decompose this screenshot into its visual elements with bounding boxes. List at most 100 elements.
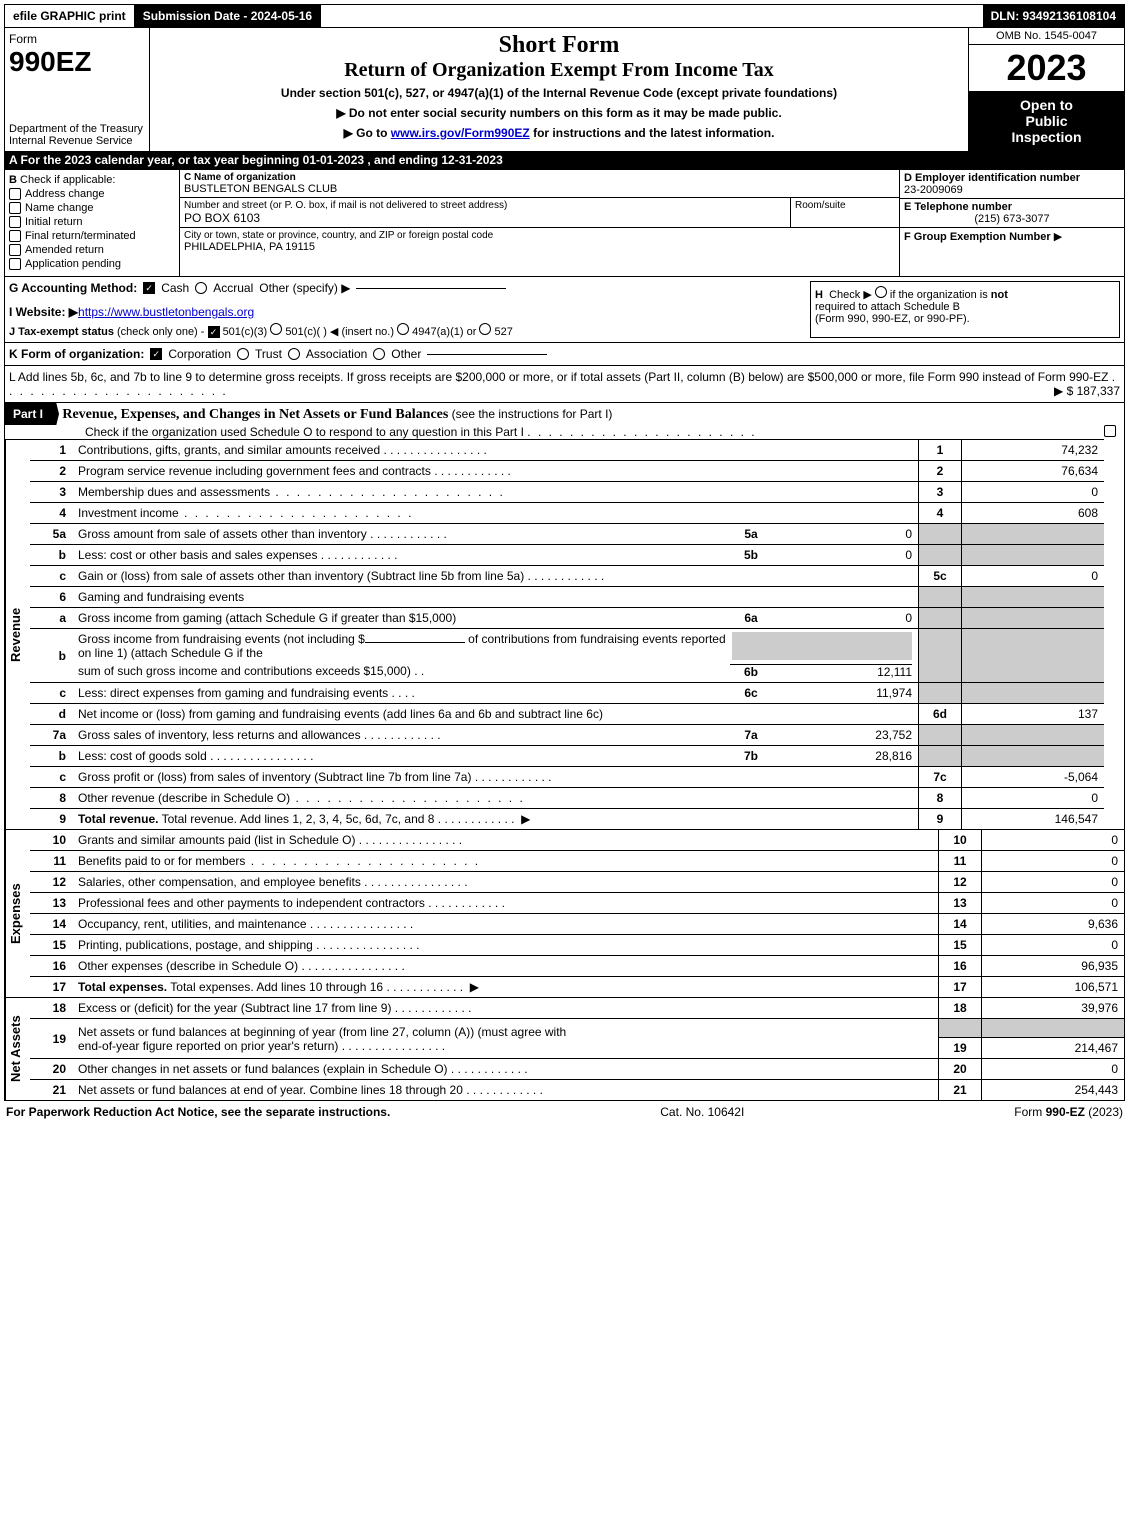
header-center: Short Form Return of Organization Exempt… bbox=[150, 28, 969, 151]
checked-icon: ✓ bbox=[208, 326, 220, 338]
table-row: a Gross income from gaming (attach Sched… bbox=[30, 608, 1104, 629]
line-5a-value: 0 bbox=[772, 527, 912, 541]
title-short: Short Form bbox=[154, 32, 964, 59]
line-1-value: 74,232 bbox=[962, 440, 1105, 461]
line-2-value: 76,634 bbox=[962, 461, 1105, 482]
table-row: 7a Gross sales of inventory, less return… bbox=[30, 725, 1104, 746]
table-row: 12Salaries, other compensation, and empl… bbox=[30, 872, 1124, 893]
table-row: 4 Investment income 4 608 bbox=[30, 503, 1104, 524]
page-footer: For Paperwork Reduction Act Notice, see … bbox=[4, 1101, 1125, 1123]
checkbox-icon bbox=[9, 216, 21, 228]
header-right: OMB No. 1545-0047 2023 Open to Public In… bbox=[969, 28, 1124, 151]
dln-label: DLN: 93492136108104 bbox=[983, 5, 1124, 27]
check-address-change[interactable]: Address change bbox=[9, 188, 175, 200]
net-assets-section: Net Assets 18Excess or (deficit) for the… bbox=[5, 997, 1124, 1100]
section-i: I Website: ▶https://www.bustletonbengals… bbox=[9, 305, 810, 319]
unchecked-icon bbox=[270, 323, 282, 335]
table-row: 5a Gross amount from sale of assets othe… bbox=[30, 524, 1104, 545]
table-row: c Gain or (loss) from sale of assets oth… bbox=[30, 566, 1104, 587]
table-row: 18Excess or (deficit) for the year (Subt… bbox=[30, 998, 1124, 1019]
unchecked-icon bbox=[237, 348, 249, 360]
check-initial-return[interactable]: Initial return bbox=[9, 216, 175, 228]
expenses-table: 10Grants and similar amounts paid (list … bbox=[30, 830, 1124, 997]
irs-link[interactable]: www.irs.gov/Form990EZ bbox=[391, 126, 530, 140]
table-row: 15Printing, publications, postage, and s… bbox=[30, 935, 1124, 956]
line-20-value: 0 bbox=[982, 1059, 1125, 1080]
footer-left: For Paperwork Reduction Act Notice, see … bbox=[6, 1105, 390, 1119]
table-row: 21Net assets or fund balances at end of … bbox=[30, 1080, 1124, 1101]
table-row: c Gross profit or (loss) from sales of i… bbox=[30, 767, 1104, 788]
unchecked-icon bbox=[875, 286, 887, 298]
table-row: 1 Contributions, gifts, grants, and simi… bbox=[30, 440, 1104, 461]
table-row: 3 Membership dues and assessments 3 0 bbox=[30, 482, 1104, 503]
efile-label[interactable]: efile GRAPHIC print bbox=[5, 5, 135, 27]
line-4-value: 608 bbox=[962, 503, 1105, 524]
unchecked-icon bbox=[479, 323, 491, 335]
table-row: 9 Total revenue. Total revenue. Add line… bbox=[30, 809, 1104, 830]
table-row: 20Other changes in net assets or fund ba… bbox=[30, 1059, 1124, 1080]
unchecked-icon bbox=[373, 348, 385, 360]
unchecked-icon bbox=[288, 348, 300, 360]
line-19-value: 214,467 bbox=[1075, 1041, 1118, 1055]
checked-icon: ✓ bbox=[150, 348, 162, 360]
net-assets-table: 18Excess or (deficit) for the year (Subt… bbox=[30, 998, 1124, 1100]
tax-year: 2023 bbox=[969, 45, 1124, 91]
section-b: B Check if applicable: Address change Na… bbox=[5, 170, 180, 276]
line-6c-value: 11,974 bbox=[772, 686, 912, 700]
dept-label: Department of the Treasury Internal Reve… bbox=[9, 123, 145, 147]
check-amended-return[interactable]: Amended return bbox=[9, 244, 175, 256]
table-row: 16Other expenses (describe in Schedule O… bbox=[30, 956, 1124, 977]
check-final-return[interactable]: Final return/terminated bbox=[9, 230, 175, 242]
footer-right: Form 990-EZ (2023) bbox=[1014, 1105, 1123, 1119]
section-h: H Check ▶ if the organization is not req… bbox=[810, 281, 1120, 338]
line-18-value: 39,976 bbox=[982, 998, 1125, 1019]
room-suite-label: Room/suite bbox=[791, 198, 899, 227]
checkbox-icon[interactable] bbox=[1104, 425, 1116, 437]
table-row: c Less: direct expenses from gaming and … bbox=[30, 683, 1104, 704]
form-header: Form 990EZ Department of the Treasury In… bbox=[5, 28, 1124, 151]
line-5c-value: 0 bbox=[962, 566, 1105, 587]
section-a: A For the 2023 calendar year, or tax yea… bbox=[5, 151, 1124, 169]
check-name-change[interactable]: Name change bbox=[9, 202, 175, 214]
line-8-value: 0 bbox=[962, 788, 1105, 809]
table-row: 2 Program service revenue including gove… bbox=[30, 461, 1104, 482]
open-to-public: Open to Public Inspection bbox=[969, 91, 1124, 151]
title-main: Return of Organization Exempt From Incom… bbox=[154, 59, 964, 82]
line-3-value: 0 bbox=[962, 482, 1105, 503]
line-7c-value: -5,064 bbox=[962, 767, 1105, 788]
line-15-value: 0 bbox=[982, 935, 1125, 956]
website-link[interactable]: https://www.bustletonbengals.org bbox=[78, 305, 254, 319]
unchecked-icon bbox=[397, 323, 409, 335]
unchecked-icon bbox=[195, 282, 207, 294]
form-number: 990EZ bbox=[9, 46, 145, 78]
table-row: b Less: cost of goods sold7b28,816 bbox=[30, 746, 1104, 767]
checkbox-icon bbox=[9, 258, 21, 270]
checkbox-icon bbox=[9, 188, 21, 200]
ein-value: 23-2009069 bbox=[904, 184, 1120, 196]
line-10-value: 0 bbox=[982, 830, 1125, 851]
line-9-value: 146,547 bbox=[962, 809, 1105, 830]
table-row: 19Net assets or fund balances at beginni… bbox=[30, 1019, 1124, 1059]
top-bar: efile GRAPHIC print Submission Date - 20… bbox=[4, 4, 1125, 28]
checkbox-icon bbox=[9, 244, 21, 256]
line-13-value: 0 bbox=[982, 893, 1125, 914]
section-g-h: G Accounting Method: ✓Cash Accrual Other… bbox=[5, 276, 1124, 342]
section-c: C Name of organization BUSTLETON BENGALS… bbox=[180, 170, 899, 276]
part-label: Part I bbox=[5, 403, 59, 425]
section-g: G Accounting Method: ✓Cash Accrual Other… bbox=[9, 281, 810, 295]
table-row: 13Professional fees and other payments t… bbox=[30, 893, 1124, 914]
line-14-value: 9,636 bbox=[982, 914, 1125, 935]
submission-date: Submission Date - 2024-05-16 bbox=[135, 5, 321, 27]
line-5b-value: 0 bbox=[772, 548, 912, 562]
section-j: J Tax-exempt status (check only one) - ✓… bbox=[9, 323, 810, 338]
line-7a-value: 23,752 bbox=[772, 728, 912, 742]
table-row: d Net income or (loss) from gaming and f… bbox=[30, 704, 1104, 725]
line-7b-value: 28,816 bbox=[772, 749, 912, 763]
instruct-2: ▶ Go to www.irs.gov/Form990EZ for instru… bbox=[154, 126, 964, 140]
check-application-pending[interactable]: Application pending bbox=[9, 258, 175, 270]
line-6d-value: 137 bbox=[962, 704, 1105, 725]
table-row: 17Total expenses. Total expenses. Add li… bbox=[30, 977, 1124, 998]
net-assets-label: Net Assets bbox=[5, 998, 30, 1100]
table-row: 11Benefits paid to or for members110 bbox=[30, 851, 1124, 872]
line-6b-value: 12,111 bbox=[772, 664, 912, 679]
